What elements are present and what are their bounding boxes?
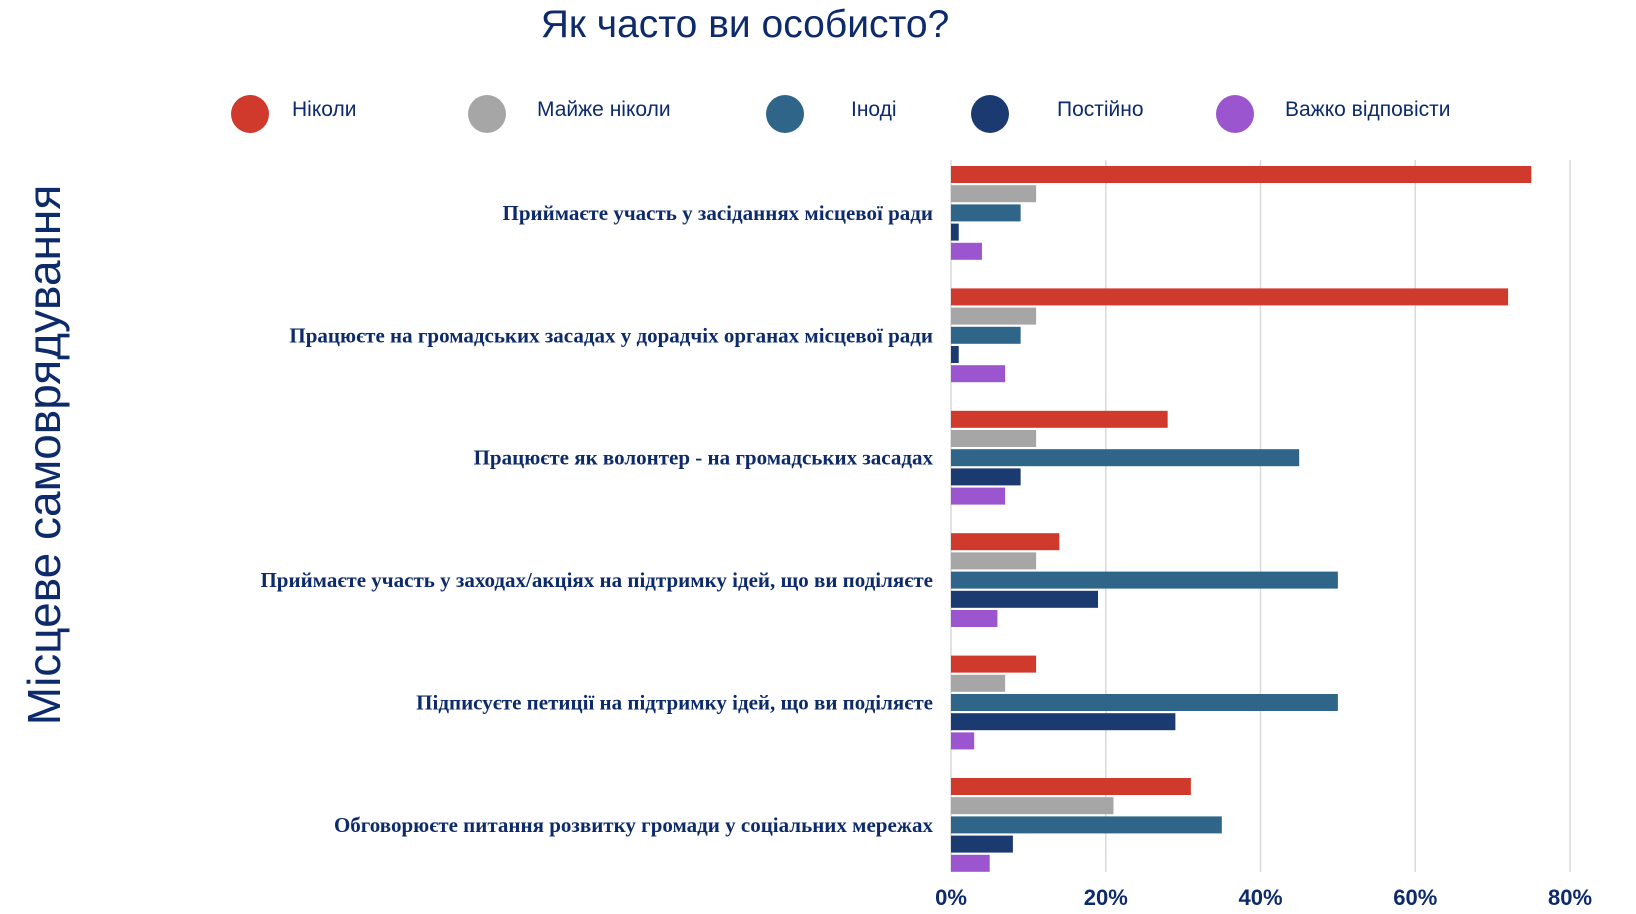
bar <box>951 288 1509 306</box>
legend-marker <box>766 95 804 133</box>
bar <box>951 610 998 627</box>
x-tick-label: 0% <box>935 885 967 910</box>
category-label: Обговорюєте питання розвитку громади у с… <box>334 813 934 837</box>
bar <box>951 533 1060 551</box>
category-label: Приймаєте участь у засіданнях місцевої р… <box>502 201 933 225</box>
bar <box>951 552 1037 570</box>
bar <box>951 835 1013 853</box>
bar <box>951 713 1176 731</box>
bar <box>951 430 1037 447</box>
bar <box>951 204 1021 222</box>
bar <box>951 346 959 363</box>
bar <box>951 571 1338 589</box>
x-axis-ticks: 0% 20% 40% 60% 80% <box>935 885 1592 910</box>
bars <box>951 166 1532 872</box>
bar <box>951 307 1037 325</box>
legend: Ніколи Майже ніколи Іноді Постійно Важко від… <box>231 95 1450 133</box>
bar <box>951 326 1021 344</box>
x-tick-label: 80% <box>1548 885 1592 910</box>
x-tick-label: 40% <box>1238 885 1282 910</box>
bar <box>951 778 1191 795</box>
chart-title: Як часто ви особисто? <box>541 3 950 46</box>
bar <box>951 185 1037 203</box>
bar <box>951 242 982 260</box>
bar <box>951 449 1300 467</box>
legend-marker <box>971 95 1009 133</box>
legend-label: Постійно <box>1057 98 1144 121</box>
bar <box>951 410 1168 428</box>
bar <box>951 487 1006 505</box>
category-label: Приймаєте участь у заходах/акціях на під… <box>260 568 933 592</box>
bar <box>951 223 959 241</box>
bar <box>951 590 1099 608</box>
bar <box>951 166 1532 183</box>
bar <box>951 854 990 872</box>
legend-label: Ніколи <box>292 98 356 121</box>
category-labels: Приймаєте участь у засіданнях місцевої р… <box>260 201 933 837</box>
grid <box>950 160 1571 872</box>
legend-marker <box>1216 95 1254 133</box>
legend-marker <box>468 95 506 133</box>
legend-marker <box>231 95 269 133</box>
bar <box>951 797 1114 815</box>
bar <box>951 674 1006 692</box>
bar <box>951 732 975 750</box>
legend-label: Важко відповісти <box>1285 98 1450 121</box>
bar <box>951 655 1037 673</box>
category-label: Працюєте на громадських засадах у дорадч… <box>289 323 933 347</box>
bar <box>951 694 1338 711</box>
legend-label: Майже ніколи <box>537 98 671 121</box>
x-tick-label: 20% <box>1084 885 1128 910</box>
category-label: Підписуєте петиції на підтримку ідей, що… <box>416 691 933 715</box>
y-axis-label: Місцеве самоврядування <box>18 185 70 726</box>
category-label: Працюєте як волонтер - на громадських за… <box>474 446 934 470</box>
x-tick-label: 60% <box>1393 885 1437 910</box>
bar <box>951 468 1021 486</box>
legend-label: Іноді <box>851 98 897 121</box>
bar <box>951 816 1222 834</box>
bar <box>951 365 1006 383</box>
